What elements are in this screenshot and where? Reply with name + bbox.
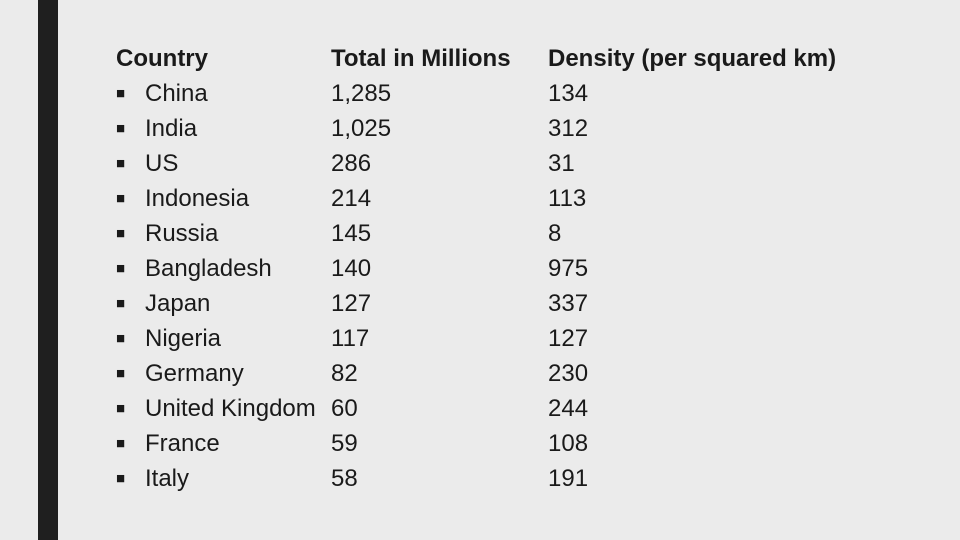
country-name: United Kingdom xyxy=(145,395,316,422)
country-name: France xyxy=(145,430,220,457)
square-bullet-icon: ■ xyxy=(116,435,126,452)
country-name: Japan xyxy=(145,290,211,317)
header-density: Density (per squared km) xyxy=(548,45,837,72)
population-density: 230 xyxy=(548,360,589,387)
population-density: 134 xyxy=(548,80,589,107)
country-name: Indonesia xyxy=(145,185,250,212)
population-total: 286 xyxy=(331,150,372,177)
header-country: Country xyxy=(116,45,208,72)
header-total: Total in Millions xyxy=(331,45,511,72)
population-total: 82 xyxy=(331,360,358,387)
square-bullet-icon: ■ xyxy=(116,295,126,312)
square-bullet-icon: ■ xyxy=(116,400,126,417)
population-density: 127 xyxy=(548,325,589,352)
country-name: US xyxy=(145,150,179,177)
population-total: 145 xyxy=(331,220,372,247)
population-total: 59 xyxy=(331,430,358,457)
population-total: 127 xyxy=(331,290,372,317)
population-density: 31 xyxy=(548,150,575,177)
population-total: 117 xyxy=(331,325,370,352)
square-bullet-icon: ■ xyxy=(116,190,126,207)
population-density: 975 xyxy=(548,255,589,282)
square-bullet-icon: ■ xyxy=(116,225,126,242)
left-accent-bar xyxy=(38,0,58,540)
population-total: 58 xyxy=(331,465,358,492)
country-name: China xyxy=(145,80,208,107)
population-density: 113 xyxy=(548,185,587,212)
country-name: Germany xyxy=(145,360,244,387)
population-total: 60 xyxy=(331,395,358,422)
population-density: 8 xyxy=(548,220,562,247)
table-row: ■ Bangladesh 140 975 xyxy=(116,251,916,286)
population-density: 337 xyxy=(548,290,589,317)
population-total: 1,285 xyxy=(331,80,392,107)
table-row: ■ China 1,285 134 xyxy=(116,76,916,111)
population-total: 140 xyxy=(331,255,372,282)
population-density: 244 xyxy=(548,395,589,422)
table-row: ■ US 286 31 xyxy=(116,146,916,181)
population-density: 312 xyxy=(548,115,589,142)
country-name: Nigeria xyxy=(145,325,222,352)
population-table: Country Total in Millions Density (per s… xyxy=(116,41,916,496)
country-name: Russia xyxy=(145,220,219,247)
population-density: 191 xyxy=(548,465,589,492)
population-total: 1,025 xyxy=(331,115,392,142)
table-row: ■ United Kingdom 60 244 xyxy=(116,391,916,426)
country-name: Italy xyxy=(145,465,190,492)
table-header-row: Country Total in Millions Density (per s… xyxy=(116,41,916,76)
table-row: ■ Germany 82 230 xyxy=(116,356,916,391)
population-total: 214 xyxy=(331,185,372,212)
square-bullet-icon: ■ xyxy=(116,120,126,137)
square-bullet-icon: ■ xyxy=(116,365,126,382)
square-bullet-icon: ■ xyxy=(116,330,126,347)
table-row: ■ India 1,025 312 xyxy=(116,111,916,146)
square-bullet-icon: ■ xyxy=(116,85,126,102)
table-row: ■ Japan 127 337 xyxy=(116,286,916,321)
table-row: ■ Indonesia 214 113 xyxy=(116,181,916,216)
table-row: ■ Russia 145 8 xyxy=(116,216,916,251)
country-name: Bangladesh xyxy=(145,255,272,282)
table-row: ■ France 59 108 xyxy=(116,426,916,461)
square-bullet-icon: ■ xyxy=(116,470,126,487)
population-density: 108 xyxy=(548,430,589,457)
table-row: ■ Nigeria 117 127 xyxy=(116,321,916,356)
table-row: ■ Italy 58 191 xyxy=(116,461,916,496)
square-bullet-icon: ■ xyxy=(116,155,126,172)
country-name: India xyxy=(145,115,198,142)
square-bullet-icon: ■ xyxy=(116,260,126,277)
